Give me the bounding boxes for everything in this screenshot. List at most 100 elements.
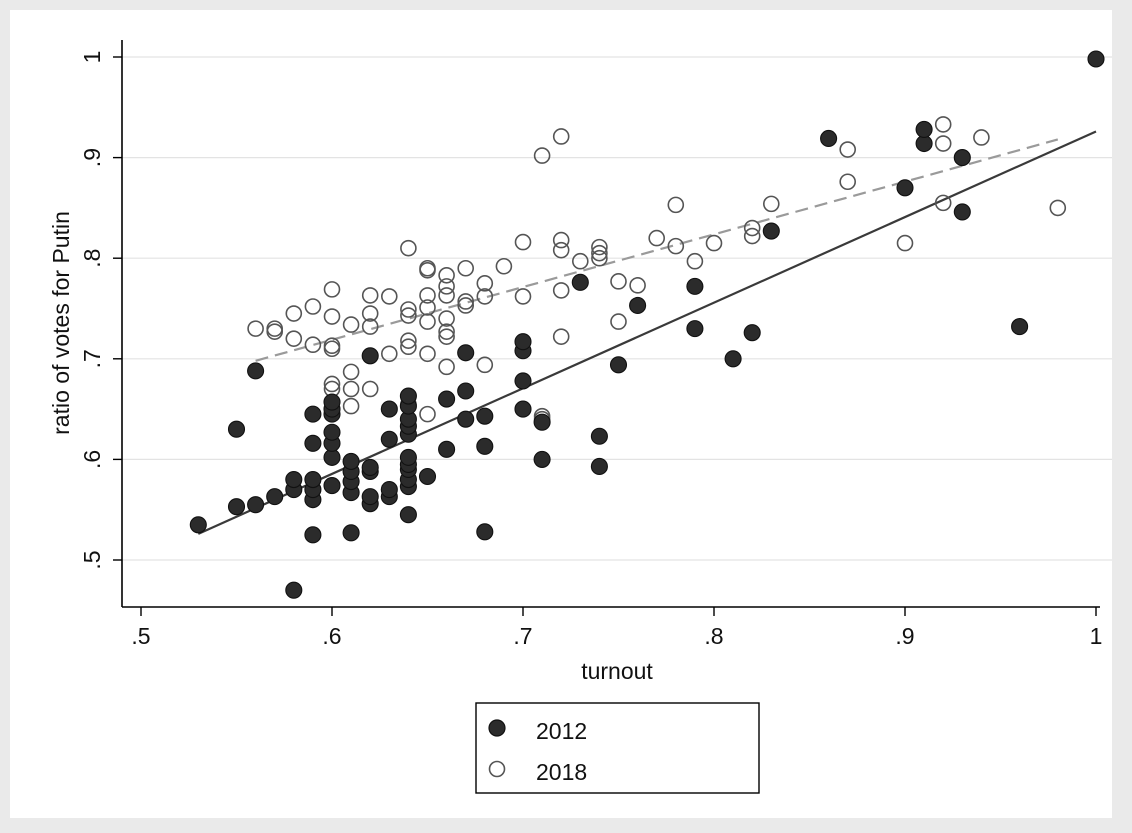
data-point-2018	[361, 318, 379, 335]
data-point-2018	[743, 219, 761, 237]
data-point-2012	[266, 488, 284, 506]
data-point-2018	[438, 358, 455, 376]
data-point-2018	[552, 128, 570, 145]
data-point-2018	[629, 277, 646, 294]
data-point-2018	[839, 141, 857, 158]
data-point-2018	[457, 293, 475, 310]
y-tick-label: .7	[79, 349, 105, 368]
data-point-2012	[590, 457, 608, 475]
y-tick-label: .6	[79, 450, 105, 469]
data-point-2012	[247, 362, 265, 380]
data-point-2012	[724, 350, 742, 368]
data-point-2018	[552, 231, 570, 249]
data-point-2018	[400, 307, 417, 324]
data-point-2018	[323, 308, 341, 325]
data-point-2018	[342, 380, 360, 398]
data-point-2012	[514, 372, 532, 390]
data-point-2018	[552, 328, 570, 345]
data-point-2012	[476, 407, 494, 425]
data-point-2012	[1011, 318, 1029, 336]
data-point-2012	[399, 506, 417, 524]
data-point-2018	[266, 320, 284, 337]
data-point-2012	[953, 149, 971, 167]
data-point-2018	[419, 299, 436, 316]
y-axis-label: ratio of votes for Putin	[48, 211, 74, 435]
data-point-2018	[361, 287, 379, 304]
data-point-2018	[476, 288, 494, 305]
data-point-2018	[552, 282, 570, 299]
data-point-2018	[1049, 199, 1067, 217]
data-point-2018	[419, 313, 436, 330]
data-point-2012	[533, 413, 551, 431]
data-point-2012	[399, 448, 417, 466]
data-point-2018	[342, 363, 360, 381]
data-point-2012	[361, 347, 379, 365]
legend: 2012 2018	[475, 702, 760, 794]
data-point-2018	[591, 238, 608, 256]
y-tick-label: .8	[79, 249, 105, 268]
data-point-2012	[342, 524, 360, 542]
data-point-2012	[399, 387, 417, 405]
data-point-2012	[304, 526, 322, 544]
data-point-2018	[438, 328, 455, 345]
legend-label-2018: 2018	[536, 759, 587, 785]
data-point-2012	[476, 437, 494, 455]
data-point-2018	[610, 273, 627, 290]
data-point-2012	[476, 523, 494, 541]
data-point-2018	[973, 129, 990, 146]
data-point-2018	[304, 298, 322, 315]
data-point-2018	[591, 244, 608, 262]
data-point-2018	[457, 259, 475, 277]
data-point-2018	[285, 305, 303, 322]
data-point-2018	[476, 356, 494, 374]
data-point-2018	[323, 337, 341, 355]
data-point-2012	[820, 129, 838, 148]
data-point-2018	[419, 259, 436, 277]
data-point-2018	[380, 288, 398, 305]
data-point-2012	[438, 440, 456, 458]
x-tick-label: 1	[1090, 623, 1103, 649]
data-point-2018	[667, 237, 685, 255]
x-tick-label: .8	[704, 623, 723, 649]
data-point-2012	[361, 458, 379, 476]
data-point-2018	[571, 252, 589, 270]
data-point-2012	[247, 496, 265, 514]
data-point-2018	[304, 336, 322, 354]
data-point-2018	[934, 116, 952, 133]
data-point-2018	[591, 249, 608, 267]
x-tick-label: .6	[322, 623, 341, 649]
data-point-2018	[514, 288, 532, 305]
data-point-2012	[380, 430, 398, 448]
data-point-2012	[457, 344, 475, 362]
data-points	[189, 50, 1105, 599]
data-point-2012	[629, 296, 647, 315]
data-point-2018	[667, 196, 685, 214]
data-point-2018	[934, 194, 952, 212]
data-point-2012	[189, 516, 207, 534]
y-axis-ticks: .5 .6 .7 .8 .9 1	[79, 51, 122, 570]
y-tick-label: .9	[79, 148, 105, 167]
data-point-2018	[419, 405, 436, 423]
data-point-2018	[686, 252, 704, 270]
legend-label-2012: 2012	[536, 718, 587, 744]
data-point-2012	[323, 477, 341, 495]
data-point-2012	[227, 498, 246, 516]
data-point-2012	[342, 452, 360, 470]
data-point-2012	[285, 470, 303, 489]
data-point-2018	[361, 305, 379, 322]
data-point-2012	[762, 222, 780, 240]
data-point-2018	[743, 227, 761, 245]
x-tick-label: .5	[131, 623, 150, 649]
data-point-2018	[247, 320, 264, 337]
data-point-2018	[380, 345, 398, 363]
data-point-2018	[533, 147, 551, 164]
data-point-2012	[380, 481, 398, 499]
data-point-2012	[361, 488, 379, 506]
data-point-2018	[400, 239, 417, 257]
data-point-2018	[400, 338, 417, 356]
data-point-2018	[934, 135, 952, 152]
data-point-2012	[323, 423, 341, 441]
data-point-2012	[953, 203, 971, 221]
data-point-2012	[571, 273, 589, 291]
data-point-2018	[762, 195, 780, 213]
